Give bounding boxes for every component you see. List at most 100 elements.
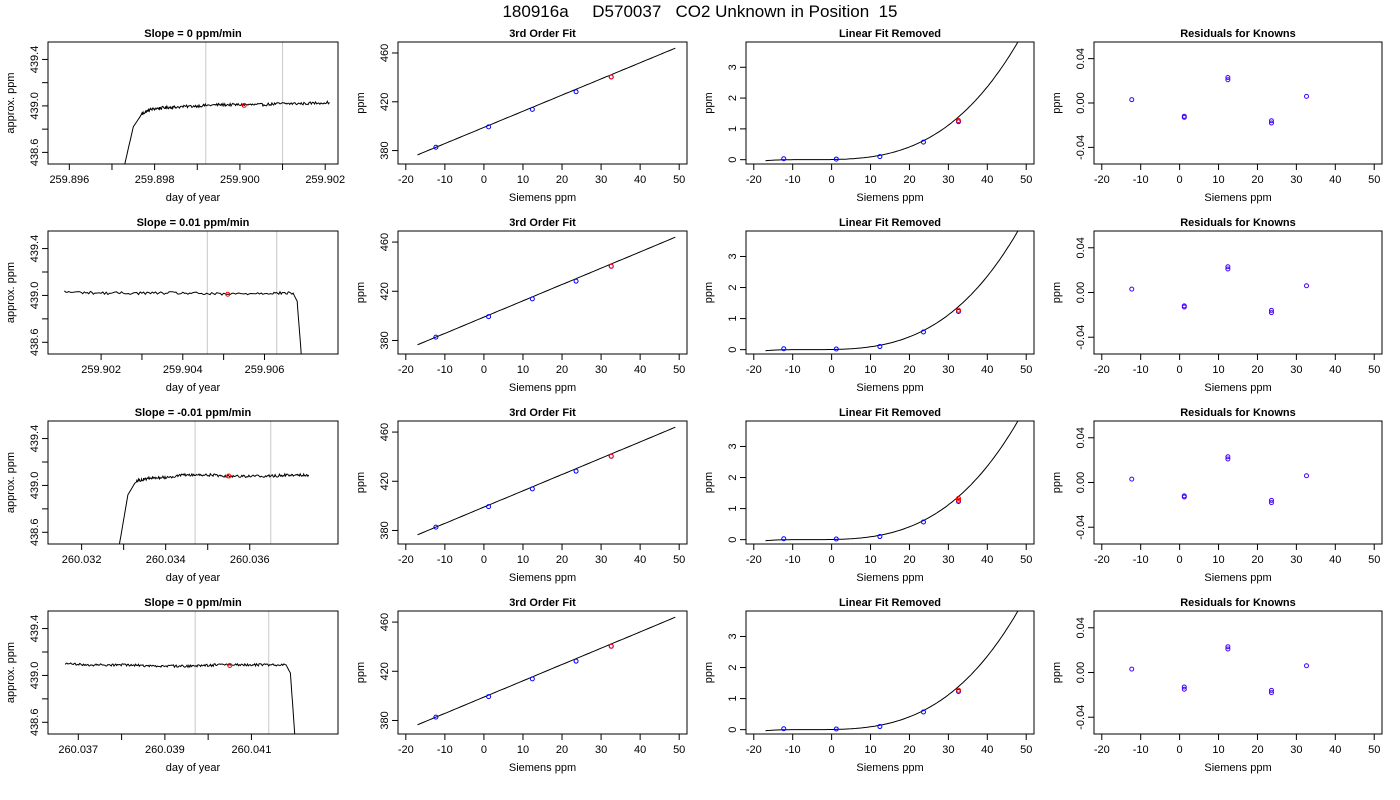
residual-point (1181, 304, 1187, 310)
known-point (529, 486, 535, 492)
x-tick-label: 0 (829, 174, 835, 186)
x-tick-label: 260.032 (62, 554, 102, 566)
residual-point (1225, 646, 1231, 652)
x-tick-label: 20 (556, 554, 568, 566)
y-axis-label: ppm (355, 472, 367, 493)
x-tick-label: 30 (595, 174, 607, 186)
y-tick-label: -0.04 (1075, 135, 1087, 160)
known-point (920, 139, 926, 145)
x-tick-label: 20 (1251, 554, 1263, 566)
fit-curve (765, 231, 1019, 352)
residual-point (1225, 264, 1231, 270)
x-axis-label: day of year (166, 572, 221, 584)
y-tick-label: 438.6 (29, 139, 41, 167)
plot-area (417, 616, 676, 726)
y-tick-label: 0 (727, 157, 739, 163)
x-tick-label: 259.902 (81, 364, 121, 376)
x-tick-label: -20 (398, 744, 414, 756)
y-axis-label: ppm (355, 282, 367, 303)
x-tick-label: -20 (746, 364, 762, 376)
y-tick-label: 380 (379, 141, 391, 159)
y-tick-label: 438.6 (29, 329, 41, 357)
x-tick-label: 260.036 (230, 554, 270, 566)
plot-area (1129, 454, 1309, 506)
x-tick-label: 30 (595, 744, 607, 756)
known-point (573, 658, 579, 664)
known-point (486, 694, 492, 700)
x-tick-label: -20 (1094, 744, 1110, 756)
plot-area (417, 47, 676, 156)
x-tick-label: 0 (1177, 554, 1183, 566)
x-tick-label: 30 (1290, 174, 1302, 186)
panel-fit-row-3: 3rd Order Fit Siemens ppm ppm -20 -10 0 10 20 30… (355, 597, 688, 774)
plot-frame (1093, 230, 1383, 355)
panel-trace-row-0: Slope = 0 ppm/min day of year approx. ppm 2… (5, 28, 345, 204)
y-tick-label: 439.4 (29, 425, 41, 453)
x-tick-label: 50 (1020, 174, 1032, 186)
y-tick-label: 420 (379, 93, 391, 111)
y-axis-label: ppm (703, 472, 715, 493)
x-tick-label: -20 (746, 744, 762, 756)
x-tick-label: 40 (981, 174, 993, 186)
unknown-point (608, 263, 614, 269)
panel-title: 3rd Order Fit (509, 597, 576, 609)
x-tick-label: 50 (1368, 744, 1380, 756)
panel-linremoved-row-3: Linear Fit Removed Siemens ppm ppm -20 -10 0 1… (703, 597, 1035, 774)
x-tick-label: 259.896 (49, 174, 89, 186)
x-axis-label: Siemens ppm (856, 572, 923, 584)
unknown-point (955, 307, 961, 313)
y-tick-label: 3 (727, 64, 739, 70)
panel-title: Residuals for Knowns (1180, 407, 1296, 419)
x-tick-label: 40 (981, 744, 993, 756)
figure-title: 180916a D570037 CO2 Unknown in Position … (502, 2, 898, 21)
panel-fit-row-1: 3rd Order Fit Siemens ppm ppm -20 -10 0 10 20 30… (355, 217, 688, 394)
panel-linremoved-row-2: Linear Fit Removed Siemens ppm ppm -20 -10 0 1… (703, 407, 1035, 584)
x-axis-label: Siemens ppm (509, 192, 576, 204)
y-tick-label: 439.4 (29, 615, 41, 643)
trace-line (124, 100, 330, 164)
y-tick-label: 439.4 (29, 235, 41, 263)
x-tick-label: 50 (1368, 174, 1380, 186)
known-point (573, 278, 579, 284)
y-tick-label: 439.0 (29, 472, 41, 500)
y-tick-label: 0.04 (1075, 237, 1087, 258)
y-axis-label: ppm (1051, 282, 1063, 303)
y-tick-label: 460 (379, 423, 391, 441)
panel-title: Residuals for Knowns (1180, 597, 1296, 609)
panel-title: Residuals for Knowns (1180, 217, 1296, 229)
x-tick-label: -20 (1094, 174, 1110, 186)
panel-trace-row-1: Slope = 0.01 ppm/min day of year approx. p… (5, 217, 339, 394)
known-point (529, 296, 535, 302)
residual-point (1129, 97, 1135, 103)
plot-area (765, 42, 1019, 162)
panel-linremoved-row-1: Linear Fit Removed Siemens ppm ppm -20 -10 0 1… (703, 217, 1035, 394)
plot-frame (397, 230, 688, 355)
y-tick-label: 0.00 (1075, 662, 1087, 683)
y-tick-label: 0.00 (1075, 472, 1087, 493)
y-axis-label: ppm (1051, 472, 1063, 493)
x-tick-label: 30 (942, 554, 954, 566)
x-tick-label: 10 (517, 174, 529, 186)
x-tick-label: 50 (673, 554, 685, 566)
fit-curve (417, 236, 676, 346)
y-tick-label: 438.6 (29, 519, 41, 547)
x-tick-label: -10 (1133, 744, 1149, 756)
known-point (486, 124, 492, 130)
y-tick-label: 439.0 (29, 282, 41, 310)
panel-title: Linear Fit Removed (839, 597, 941, 609)
residual-point (1225, 77, 1231, 83)
x-tick-label: 0 (481, 364, 487, 376)
panel-fit-row-2: 3rd Order Fit Siemens ppm ppm -20 -10 0 10 20 30… (355, 407, 688, 584)
known-point (877, 534, 883, 540)
y-axis-label: approx. ppm (5, 642, 17, 703)
plot-area (765, 421, 1019, 542)
unknown-point (608, 74, 614, 80)
panel-title: Linear Fit Removed (839, 407, 941, 419)
panel-residuals-row-1: Residuals for Knowns Siemens ppm ppm -20 -10… (1051, 217, 1383, 394)
y-tick-label: 420 (379, 282, 391, 300)
selected-point (225, 291, 231, 297)
trace-line (118, 472, 310, 544)
y-axis-label: ppm (355, 92, 367, 113)
residual-point (1268, 497, 1274, 503)
x-axis-label: day of year (166, 382, 221, 394)
